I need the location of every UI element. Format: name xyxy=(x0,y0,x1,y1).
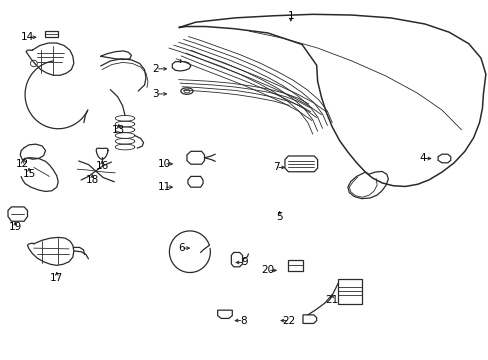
Text: 9: 9 xyxy=(241,257,247,267)
Text: 21: 21 xyxy=(325,295,338,305)
Text: 2: 2 xyxy=(152,64,159,74)
Text: 13: 13 xyxy=(112,125,125,135)
Text: 22: 22 xyxy=(282,316,295,325)
Text: 20: 20 xyxy=(261,265,274,275)
Text: 16: 16 xyxy=(95,161,108,171)
Text: 15: 15 xyxy=(22,168,36,179)
Text: 7: 7 xyxy=(272,162,279,172)
Text: 11: 11 xyxy=(157,182,170,192)
Text: 17: 17 xyxy=(50,273,63,283)
Text: 4: 4 xyxy=(418,153,425,163)
Text: 10: 10 xyxy=(157,159,170,169)
Text: 12: 12 xyxy=(16,159,29,169)
Text: 18: 18 xyxy=(85,175,99,185)
Text: 1: 1 xyxy=(287,11,294,21)
Text: 6: 6 xyxy=(178,243,184,253)
Text: 14: 14 xyxy=(21,32,34,42)
Text: 8: 8 xyxy=(240,316,246,325)
Text: 3: 3 xyxy=(152,89,159,99)
Text: 5: 5 xyxy=(276,212,283,221)
Text: 19: 19 xyxy=(9,222,22,232)
